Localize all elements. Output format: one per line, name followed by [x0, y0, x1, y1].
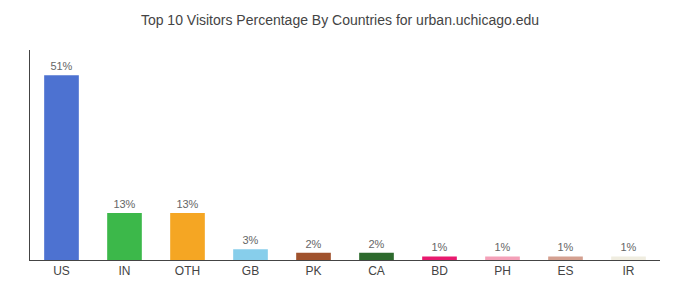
- svg-text:PH: PH: [494, 264, 511, 278]
- svg-text:ES: ES: [557, 264, 573, 278]
- svg-text:BD: BD: [431, 264, 448, 278]
- svg-text:1%: 1%: [620, 241, 636, 253]
- svg-text:1%: 1%: [557, 241, 573, 253]
- svg-text:1%: 1%: [431, 241, 447, 253]
- svg-text:13%: 13%: [113, 198, 135, 210]
- svg-text:51%: 51%: [50, 60, 72, 72]
- svg-text:2%: 2%: [368, 238, 384, 250]
- svg-text:GB: GB: [242, 264, 259, 278]
- svg-text:IN: IN: [119, 264, 131, 278]
- svg-text:US: US: [53, 264, 70, 278]
- svg-text:13%: 13%: [176, 198, 198, 210]
- svg-text:OTH: OTH: [175, 264, 200, 278]
- svg-text:2%: 2%: [305, 238, 321, 250]
- svg-text:Top 10 Visitors Percentage By: Top 10 Visitors Percentage By Countries …: [141, 12, 539, 28]
- svg-text:IR: IR: [623, 264, 635, 278]
- svg-text:1%: 1%: [494, 241, 510, 253]
- svg-text:3%: 3%: [242, 234, 258, 246]
- svg-text:PK: PK: [305, 264, 321, 278]
- svg-text:CA: CA: [368, 264, 385, 278]
